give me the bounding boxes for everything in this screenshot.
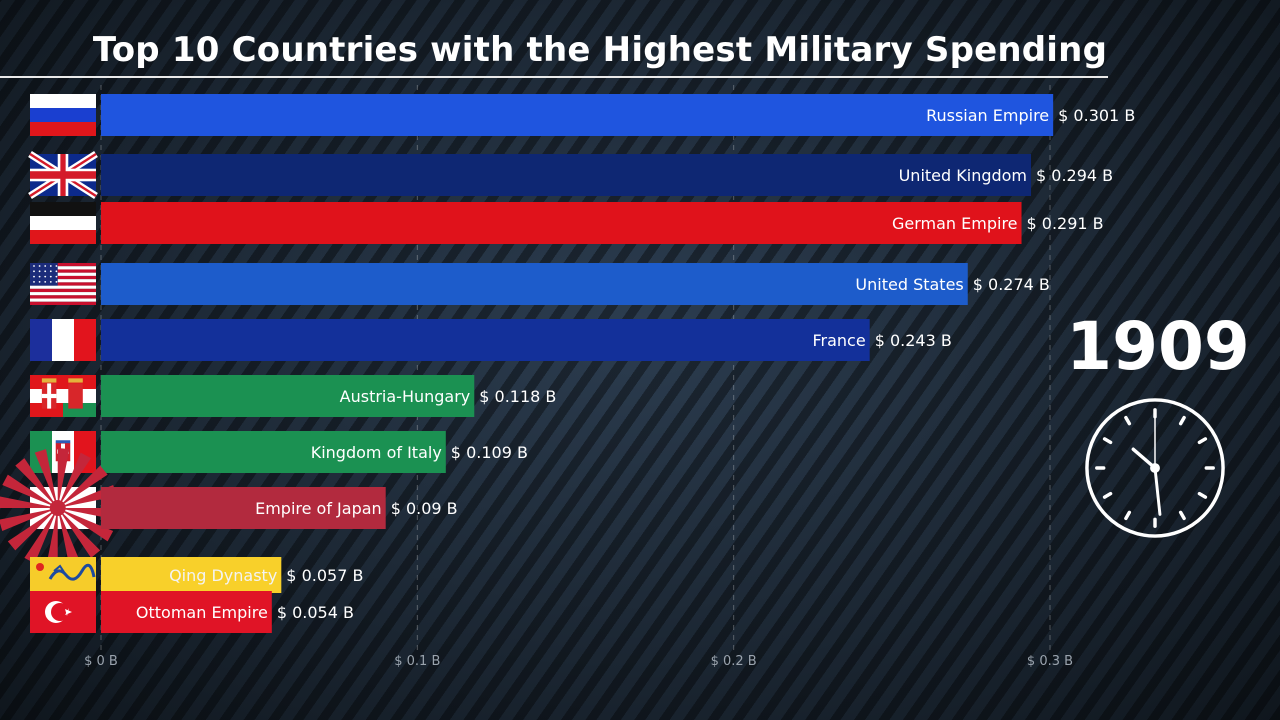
france-flag [30,319,96,361]
bar [101,375,475,417]
bar-name-label: Ottoman Empire [136,603,268,622]
bar-name-label: United States [855,275,963,294]
bar-name-label: Russian Empire [926,106,1049,125]
chart-title: Top 10 Countries with the Highest Milita… [92,30,1108,70]
bar [101,591,272,633]
bar-name-label: Empire of Japan [255,499,382,518]
bar [101,431,446,473]
clock-tick [1178,415,1186,426]
japan-flag [0,448,118,568]
clock-tick [1102,491,1113,499]
x-tick-label: $ 0.3 B [1027,654,1073,669]
bar [101,202,1022,244]
bar [101,487,386,529]
bar-name-label: German Empire [892,214,1018,233]
austria-hungary-flag [30,375,96,417]
year-label: 1909 [1066,308,1250,385]
bar-value-label: $ 0.057 B [286,566,363,585]
clock-tick [1178,510,1186,521]
bar [101,94,1054,136]
clock-tick [1197,437,1208,445]
bar-value-label: $ 0.118 B [479,387,556,406]
clock-tick [1124,415,1132,426]
clock-tick [1197,491,1208,499]
bar-value-label: $ 0.109 B [451,443,528,462]
german-empire-flag [30,202,96,244]
bar [101,319,870,361]
bar-value-label: $ 0.274 B [973,275,1050,294]
x-tick-label: $ 0 B [84,654,118,669]
bar-name-label: Austria-Hungary [340,387,471,406]
uk-flag [28,151,98,199]
bar-name-label: Qing Dynasty [169,566,277,585]
bar [101,154,1032,196]
clock-tick [1102,437,1113,445]
bar-value-label: $ 0.09 B [391,499,458,518]
usa-flag [30,263,96,305]
bar [101,557,282,593]
bar-name-label: Kingdom of Italy [311,443,442,462]
bar-name-label: United Kingdom [899,166,1027,185]
bar-value-label: $ 0.054 B [277,603,354,622]
qing-flag [30,557,96,593]
title-underline [0,76,1108,78]
bar [101,263,968,305]
ottoman-flag [30,591,96,633]
bar-value-label: $ 0.301 B [1058,106,1135,125]
x-tick-label: $ 0.1 B [394,654,440,669]
bar-value-label: $ 0.243 B [875,331,952,350]
clock-icon [1085,398,1225,538]
russia-flag [30,94,96,136]
bar-value-label: $ 0.291 B [1027,214,1104,233]
bar-name-label: France [812,331,865,350]
bar-value-label: $ 0.294 B [1036,166,1113,185]
clock-tick [1124,510,1132,521]
x-tick-label: $ 0.2 B [711,654,757,669]
